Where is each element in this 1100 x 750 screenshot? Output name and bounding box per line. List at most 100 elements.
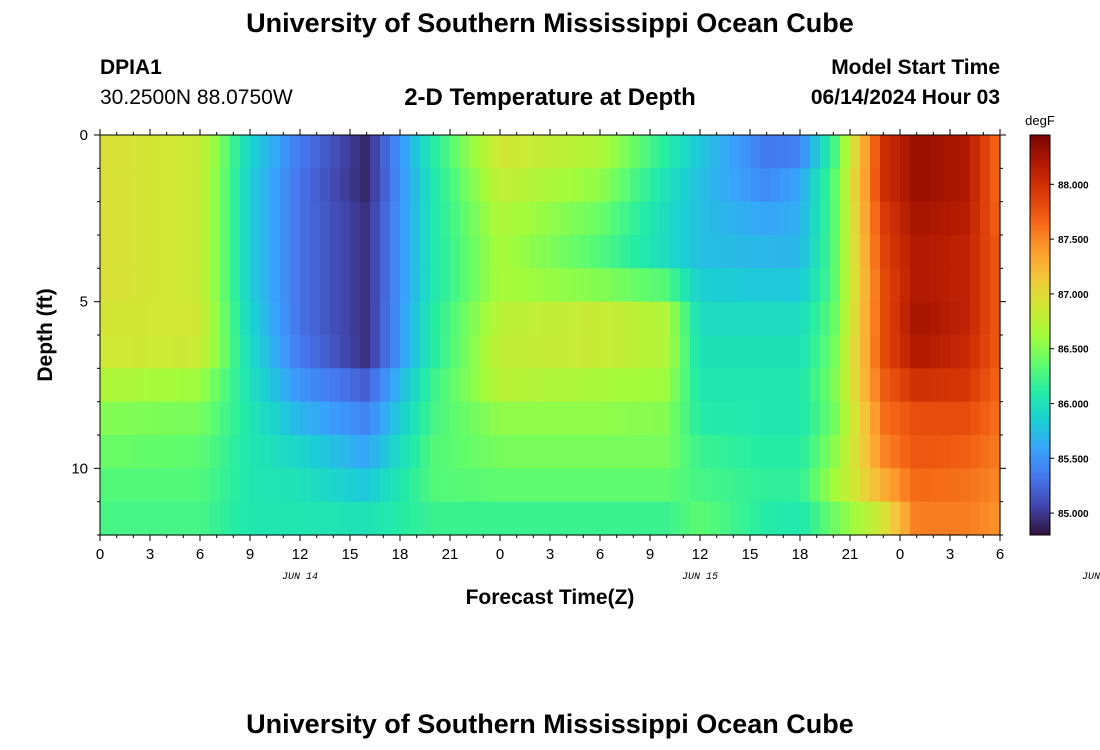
heatmap-cell [850,301,861,336]
heatmap-cell [880,335,891,369]
heatmap-cell [650,435,661,469]
heatmap-cell [780,335,791,369]
heatmap-cell [180,401,191,436]
heatmap-cell [460,235,471,269]
heatmap-cell [490,168,501,203]
heatmap-cell [570,135,581,169]
heatmap-cell [340,168,351,203]
heatmap-cell [820,301,831,336]
heatmap-cell [810,268,821,303]
heatmap-cell [470,235,481,269]
heatmap-cell [960,235,971,269]
heatmap-cell [980,168,991,203]
heatmap-cell [220,401,231,436]
heatmap-cell [730,168,741,203]
heatmap-cell [500,268,511,303]
heatmap-cell [400,368,411,403]
heatmap-cell [880,135,891,169]
heatmap-cell [470,135,481,169]
heatmap-cell [810,135,821,169]
heatmap-cell [530,401,541,436]
heatmap-cell [690,335,701,369]
heatmap-cell [310,368,321,403]
heatmap-cell [100,201,111,236]
heatmap-cell [620,168,631,203]
colorbar-tick-label: 88.000 [1058,180,1089,191]
heatmap-cell [490,335,501,369]
heatmap-cell [250,301,261,336]
heatmap-cell [350,435,361,469]
heatmap-cell [890,468,901,503]
heatmap-cell [760,201,771,236]
heatmap-cell [440,135,451,169]
heatmap-cell [410,235,421,269]
heatmap-cell [420,235,431,269]
heatmap-cell [750,135,761,169]
heatmap-cell [300,468,311,503]
heatmap-cell [780,135,791,169]
heatmap-cell [970,168,981,203]
heatmap-cell [870,468,881,503]
heatmap-cell [480,335,491,369]
heatmap-cell [610,501,621,536]
heatmap-cell [350,301,361,336]
heatmap-cell [440,235,451,269]
heatmap-cell [440,501,451,536]
heatmap-cell [290,135,301,169]
heatmap-cell [720,435,731,469]
heatmap-cell [960,135,971,169]
heatmap-cell [610,235,621,269]
heatmap-cell [270,135,281,169]
heatmap-cell [180,335,191,369]
heatmap-cell [520,435,531,469]
heatmap-cell [900,501,911,536]
heatmap-cell [380,468,391,503]
x-tick-label: 6 [996,546,1004,563]
heatmap-cell [630,468,641,503]
heatmap-cell [840,168,851,203]
heatmap-cell [930,368,941,403]
heatmap-cell [350,335,361,369]
heatmap-cell [310,201,321,236]
heatmap-cell [940,435,951,469]
heatmap-cell [220,268,231,303]
heatmap-cell [690,135,701,169]
heatmap-cell [710,435,721,469]
heatmap-cell [750,401,761,436]
heatmap-cell [210,501,221,536]
heatmap-cell [180,435,191,469]
heatmap-cell [510,401,521,436]
heatmap-cell [890,135,901,169]
heatmap-cell [690,435,701,469]
heatmap-cell [630,268,641,303]
heatmap-cell [710,368,721,403]
heatmap-cell [710,501,721,536]
y-axis-title: Depth (ft) [34,288,57,381]
heatmap-cell [260,135,271,169]
heatmap-cell [670,368,681,403]
heatmap-cell [110,501,121,536]
heatmap-cell [120,501,131,536]
heatmap-cell [880,268,891,303]
heatmap-cell [100,401,111,436]
heatmap-cell [380,301,391,336]
heatmap-cell [730,268,741,303]
heatmap-cell [530,135,541,169]
heatmap-cell [780,435,791,469]
heatmap-cell [280,435,291,469]
heatmap-cell [880,401,891,436]
heatmap-cell [740,135,751,169]
heatmap-cell [670,168,681,203]
heatmap-cell [540,235,551,269]
heatmap-cell [460,435,471,469]
heatmap-cell [980,301,991,336]
heatmap-cell [880,435,891,469]
heatmap-cell [410,168,421,203]
heatmap-cell [200,335,211,369]
heatmap-cell [360,201,371,236]
heatmap-cell [580,235,591,269]
heatmap-cell [100,168,111,203]
heatmap-cell [720,401,731,436]
heatmap-cell [280,501,291,536]
heatmap-cell [590,268,601,303]
